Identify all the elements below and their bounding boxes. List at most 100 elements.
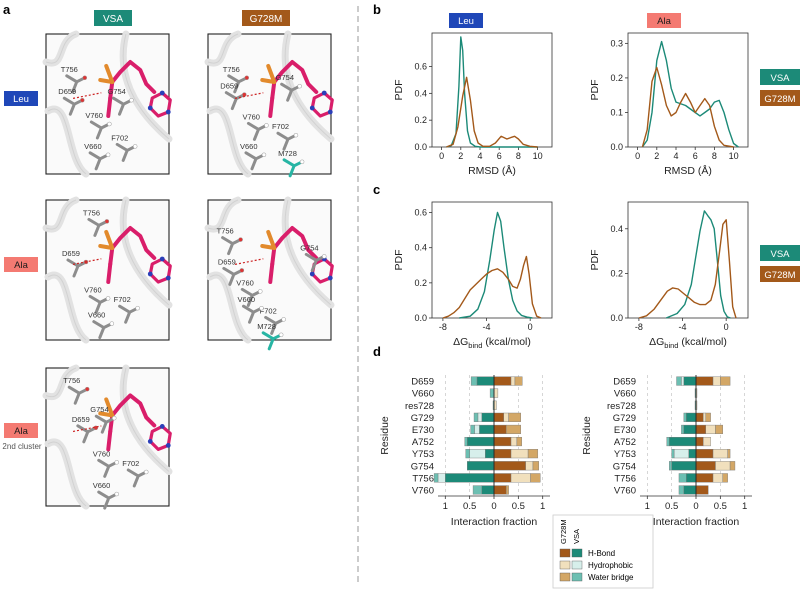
chart-dgbind-leu: -8 -4 0 0.0 0.2 0.4 0.6 PDF ΔGbind (kcal/mol) (393, 201, 553, 350)
chart-title-leu-bg (449, 13, 483, 28)
x-tick-label: 1 (540, 501, 545, 512)
residue-label: V660 (238, 295, 256, 304)
bar-g728m-segment (493, 473, 512, 483)
residue-tick-label: G754 (411, 461, 434, 472)
bar-vsa-segment (465, 449, 470, 459)
structure-1: T756 G754 D659 V760 V660 F702 (42, 30, 173, 178)
x-tick-label: -4 (483, 322, 491, 332)
legend-c-g728m: G728M (764, 270, 795, 281)
residue-label: F702 (272, 122, 289, 131)
phosphate-group (98, 64, 115, 84)
y-tick-label: 0.0 (610, 313, 623, 323)
residue-atom (84, 386, 90, 392)
col-header-g728m-label: G728M (250, 14, 283, 25)
bar-g728m-segment (493, 376, 512, 386)
y-tick-label: 0.4 (414, 88, 427, 98)
bar-vsa-segment (469, 449, 486, 459)
hbond-line (234, 92, 264, 99)
hbond-line (72, 258, 102, 265)
bar-g728m-segment (493, 388, 499, 398)
nitrogen-atom (309, 271, 315, 277)
residue-atom (264, 123, 269, 128)
row-header-leu-bg (4, 91, 38, 106)
y-tick-label: 0.1 (610, 107, 623, 117)
residue-label: D659 (58, 87, 76, 96)
bar-vsa-segment (489, 388, 495, 398)
bar-g728m-segment (493, 449, 512, 459)
bar-vsa-segment (678, 473, 687, 483)
bar-vsa-segment (472, 485, 483, 495)
residue-label: V660 (84, 142, 102, 151)
row-header-ala2-sub: 2nd cluster (2, 442, 41, 451)
residue-label: V760 (85, 111, 103, 120)
nitrogen-atom (327, 275, 333, 281)
legend-d: G728M VSA H-Bond Hydrophobic Water bridg… (552, 514, 654, 589)
nitrogen-atom (309, 105, 315, 111)
nitrogen-atom (327, 109, 333, 115)
x-axis-label: ΔGbind (kcal/mol) (453, 336, 531, 350)
residue-tick-label: A752 (412, 437, 434, 448)
bar-g728m-segment (493, 485, 507, 495)
bar-vsa-segment (470, 424, 475, 435)
legend-d-g728m-waterbridge-swatch (559, 572, 571, 582)
bar-vsa-segment (671, 449, 675, 459)
bar-vsa-segment (683, 424, 697, 435)
y-tick-label: 0.0 (414, 142, 427, 152)
bar-vsa-segment (467, 436, 495, 447)
bar-g728m-segment (695, 376, 714, 386)
phosphate-group (260, 64, 277, 84)
x-tick-label: 0.5 (665, 501, 678, 512)
x-tick-label: 4 (477, 151, 482, 161)
bar-vsa-segment (474, 424, 480, 435)
nitrogen-atom (165, 443, 171, 448)
residue-atom (107, 121, 112, 127)
residue-atom (114, 491, 119, 497)
residue-tick-label: T756 (614, 473, 636, 484)
nitrogen-atom (147, 105, 153, 111)
residue-label: G754 (90, 405, 108, 414)
residue-tick-label: D659 (411, 377, 434, 388)
legend-b-vsa-bg (760, 69, 800, 85)
residue-atom (281, 317, 286, 322)
bar-vsa-segment (485, 449, 495, 459)
bar-vsa-segment (470, 376, 478, 386)
legend-b-g728m-bg (760, 90, 800, 106)
x-tick-label: 0 (491, 501, 496, 512)
x-tick-label: 8 (712, 151, 717, 161)
nitrogen-atom (321, 90, 327, 96)
residue-label: V760 (93, 449, 111, 458)
bar-g728m-segment (695, 436, 704, 447)
x-tick-label: 1 (742, 501, 747, 512)
residue-atom (144, 469, 149, 475)
residue-atom (112, 415, 117, 421)
x-tick-label: 1 (443, 501, 448, 512)
nitrogen-atom (165, 275, 171, 281)
nitrogen-atom (147, 439, 153, 444)
x-tick-label: 2 (458, 151, 463, 161)
y-tick-label: 0.2 (414, 115, 427, 125)
x-tick-label: 0.5 (714, 501, 727, 512)
residue-label: V760 (236, 278, 254, 287)
bar-g728m-segment (703, 436, 711, 447)
legend-d-vsa-waterbridge-swatch (571, 572, 583, 582)
protein-ribbon-edge (122, 367, 170, 472)
bar-vsa-segment (473, 412, 479, 422)
legend-c-g728m-bg (760, 266, 800, 282)
y-axis-label: PDF (393, 80, 405, 101)
legend-b: VSA G728M (760, 69, 800, 106)
plot-frame (431, 32, 553, 148)
bar-vsa-segment (686, 473, 697, 483)
bar-g728m-segment (695, 412, 704, 422)
protein-ribbon-edge (207, 199, 239, 230)
bar-vsa-segment (686, 412, 697, 422)
bar-g728m-segment (508, 412, 521, 422)
bar-vsa-segment (671, 461, 697, 471)
plot-frame (627, 201, 749, 319)
col-header-vsa: VSA (94, 10, 132, 26)
residue-label: F702 (111, 133, 128, 142)
legend-d-waterbridge: Water bridge (588, 573, 634, 582)
row-header-ala: Ala (4, 257, 38, 272)
residue-label: V660 (240, 142, 258, 151)
structure-frame (207, 33, 332, 175)
